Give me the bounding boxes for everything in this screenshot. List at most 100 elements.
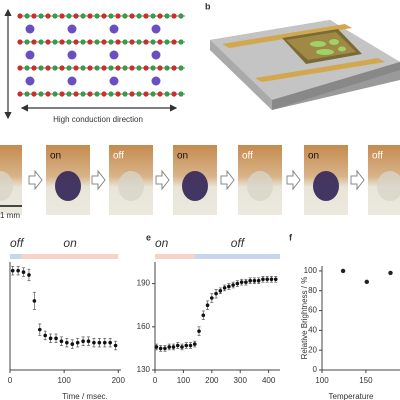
atom bbox=[87, 13, 93, 19]
atom bbox=[24, 91, 30, 97]
point bbox=[239, 280, 244, 284]
panel-label: f bbox=[289, 232, 293, 242]
phase-label: on bbox=[155, 236, 169, 250]
point bbox=[43, 333, 47, 338]
y-tick-label: 100 bbox=[304, 266, 318, 275]
atom bbox=[45, 65, 51, 71]
x-tick-label: 0 bbox=[153, 376, 158, 385]
point bbox=[86, 339, 91, 344]
atom bbox=[52, 65, 58, 71]
step-arrow bbox=[155, 169, 170, 191]
point bbox=[59, 339, 64, 344]
point bbox=[197, 329, 201, 333]
atom bbox=[17, 65, 23, 71]
x-tick-label: 0 bbox=[8, 376, 13, 385]
atom bbox=[171, 65, 177, 71]
atom bbox=[52, 39, 58, 45]
point bbox=[205, 303, 210, 308]
atom bbox=[136, 13, 142, 19]
photo-label: on bbox=[177, 151, 188, 162]
atom bbox=[94, 65, 100, 71]
atom bbox=[80, 13, 86, 19]
photo-strip: on off on off on off bbox=[0, 145, 400, 215]
atom bbox=[129, 91, 135, 97]
point bbox=[256, 278, 261, 283]
phase-label: off bbox=[231, 236, 246, 250]
step-arrow bbox=[350, 169, 365, 191]
point bbox=[21, 270, 26, 274]
point bbox=[175, 343, 180, 348]
point bbox=[252, 278, 257, 283]
point bbox=[81, 339, 85, 344]
x-tick-label: 200 bbox=[112, 376, 126, 385]
point bbox=[265, 277, 270, 282]
atom bbox=[66, 39, 72, 45]
atom bbox=[129, 65, 135, 71]
sample bbox=[0, 171, 13, 201]
point bbox=[167, 345, 172, 349]
atom bbox=[59, 91, 65, 97]
cation bbox=[109, 76, 119, 86]
point bbox=[97, 340, 102, 345]
phase-bar bbox=[194, 254, 280, 259]
cation bbox=[25, 50, 35, 60]
atom bbox=[38, 39, 44, 45]
point bbox=[214, 291, 218, 296]
atom bbox=[101, 65, 107, 71]
atom bbox=[31, 91, 37, 97]
atom bbox=[38, 13, 44, 19]
atom bbox=[171, 91, 177, 97]
step-arrow bbox=[220, 169, 235, 191]
point bbox=[65, 340, 69, 345]
point bbox=[188, 343, 193, 348]
atom bbox=[59, 65, 65, 71]
atom bbox=[164, 91, 170, 97]
atom bbox=[122, 39, 128, 45]
atom bbox=[94, 91, 100, 97]
photo-label: off bbox=[242, 151, 253, 162]
point bbox=[273, 277, 278, 282]
sample bbox=[55, 171, 81, 201]
point bbox=[113, 343, 118, 348]
atom bbox=[122, 65, 128, 71]
atom bbox=[94, 13, 100, 19]
point bbox=[231, 283, 235, 287]
atom bbox=[171, 39, 177, 45]
point bbox=[27, 273, 31, 277]
atom bbox=[122, 91, 128, 97]
atom bbox=[115, 13, 121, 19]
atom bbox=[108, 13, 114, 19]
atom bbox=[143, 39, 149, 45]
atom bbox=[108, 65, 114, 71]
x-tick-label: 150 bbox=[359, 376, 373, 385]
atom bbox=[108, 39, 114, 45]
atom bbox=[94, 39, 100, 45]
cation bbox=[67, 24, 77, 34]
step-arrow bbox=[28, 169, 43, 191]
y-tick-label: 20 bbox=[308, 345, 317, 354]
point bbox=[158, 346, 163, 351]
scale-label: 1 mm bbox=[0, 211, 20, 220]
point bbox=[108, 340, 112, 345]
atom bbox=[66, 13, 72, 19]
atom bbox=[66, 91, 72, 97]
atom bbox=[87, 91, 93, 97]
cation bbox=[151, 24, 161, 34]
photo-label: on bbox=[308, 151, 319, 162]
point bbox=[48, 336, 53, 341]
atom bbox=[122, 13, 128, 19]
atom bbox=[150, 13, 156, 19]
sample bbox=[377, 171, 400, 201]
atom bbox=[143, 65, 149, 71]
atom bbox=[164, 13, 170, 19]
atom bbox=[31, 39, 37, 45]
y-tick-label: 160 bbox=[137, 322, 151, 331]
cation bbox=[109, 24, 119, 34]
atom bbox=[115, 91, 121, 97]
atom bbox=[80, 39, 86, 45]
point bbox=[244, 280, 248, 284]
phase-bar bbox=[10, 254, 22, 259]
y-axis-label: Relative Brightness / % bbox=[300, 277, 309, 360]
sample bbox=[118, 171, 144, 201]
